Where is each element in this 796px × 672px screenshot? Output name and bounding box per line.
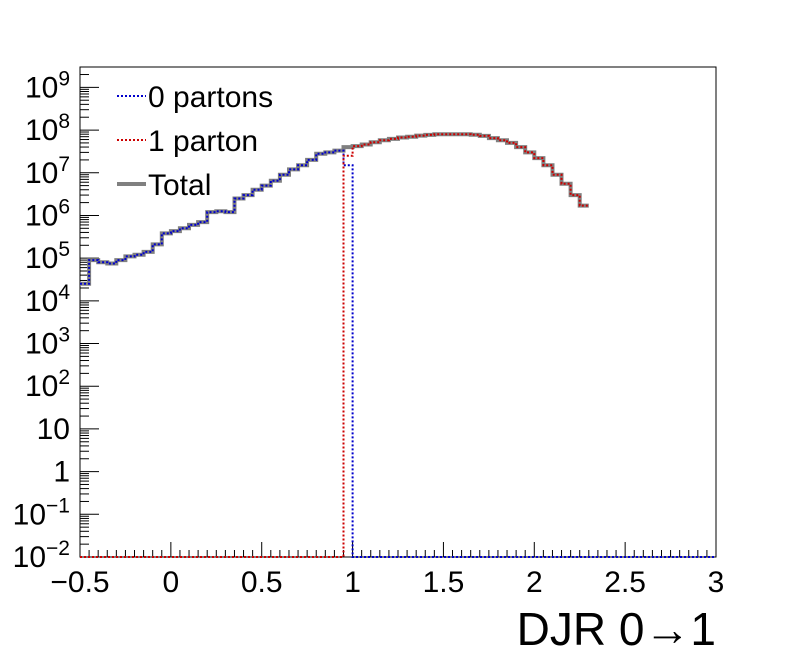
y-tick-label: 10 [37,413,70,446]
y-tick-label: 108 [25,110,70,147]
legend: 0 partons 1 parton Total [117,81,273,202]
x-tick-label: 0.5 [241,566,283,599]
x-tick-label: 3 [708,566,725,599]
legend-label-0-partons: 0 partons [148,81,273,114]
y-axis-tick-labels: 10−2 10−1 1 10 102 103 104 105 106 107 108 109 [13,67,71,574]
major-ticks [79,86,717,558]
y-tick-label: 103 [25,324,70,361]
legend-label-1-parton: 1 parton [148,125,258,158]
y-tick-label: 104 [25,281,70,318]
y-tick-label: 10−1 [13,494,70,531]
y-tick-label: 106 [25,195,70,232]
series-line-0-partons [80,149,716,558]
x-tick-label: 2.5 [604,566,646,599]
y-tick-label: 109 [25,67,70,104]
x-tick-label: 1.5 [423,566,465,599]
minor-ticks [80,66,708,557]
x-tick-label: 1 [344,566,361,599]
legend-label-total: Total [148,169,211,202]
y-tick-label: 10−2 [13,537,70,574]
y-tick-label: 107 [25,153,70,190]
x-tick-label: 2 [526,566,543,599]
y-tick-label: 1 [53,456,70,489]
x-axis-title: DJR 0→1 [517,603,716,655]
y-tick-label: 102 [25,366,70,403]
x-tick-label: 0 [163,566,180,599]
x-tick-label: −0.5 [50,566,109,599]
series-layer [80,132,716,558]
y-tick-label: 105 [25,238,70,275]
series-line-1-parton [80,133,589,558]
x-axis-tick-labels: −0.5 0 0.5 1 1.5 2 2.5 3 [50,566,724,599]
